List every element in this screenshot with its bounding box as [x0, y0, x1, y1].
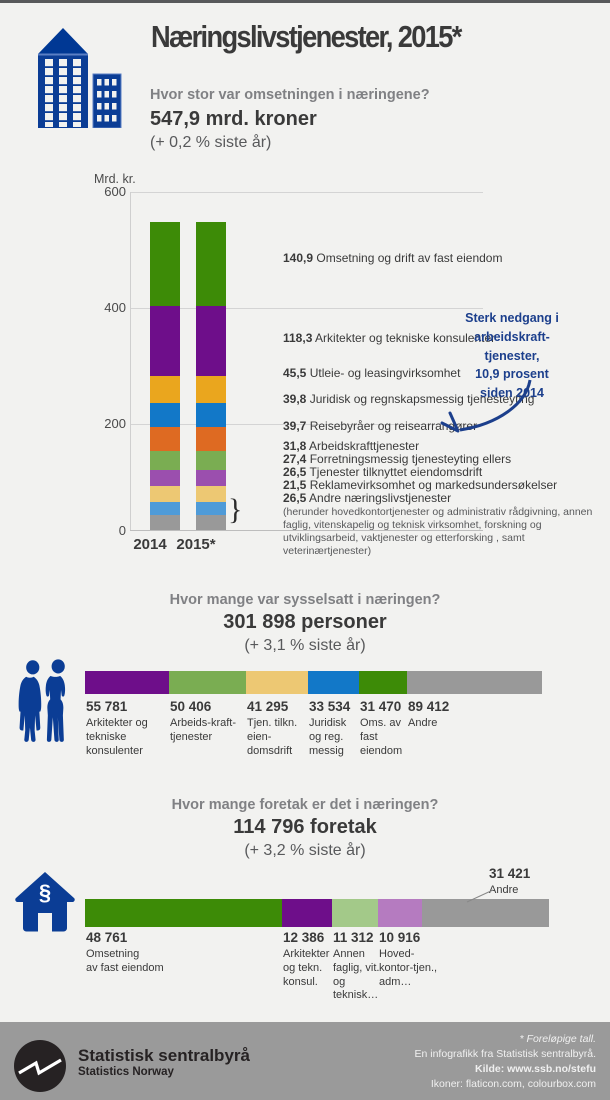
svg-text:§: §	[39, 880, 51, 905]
